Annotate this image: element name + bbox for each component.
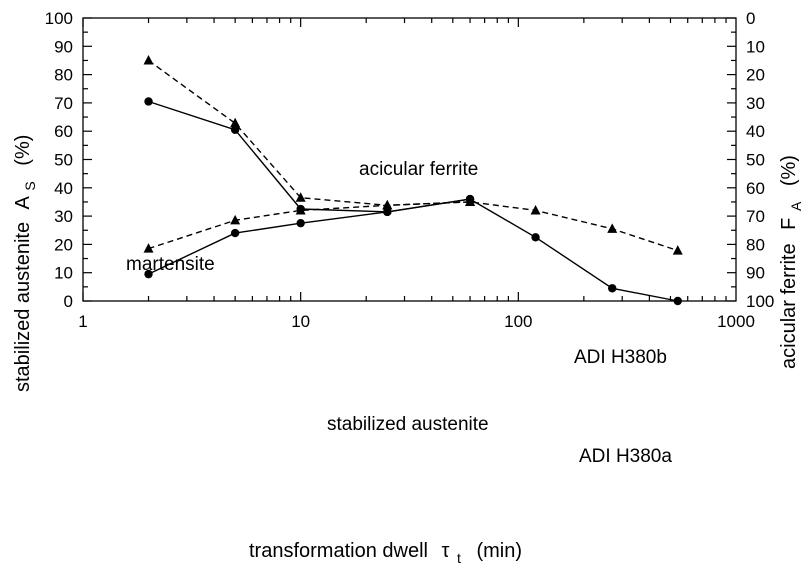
x-tick-label: 100 (504, 312, 532, 331)
series-3 (143, 54, 476, 210)
tick-labels: 0102030405060708090100100908070605040302… (45, 9, 775, 331)
y-axis-unit: (%) (12, 135, 34, 166)
series-line (148, 201, 679, 252)
data-point (382, 199, 393, 210)
y-tick-label: 10 (54, 264, 73, 283)
y-tick-label: 70 (54, 94, 73, 113)
y2-tick-label: 20 (746, 66, 765, 85)
y2-tick-label: 30 (746, 94, 765, 113)
y2-tick-label: 0 (746, 9, 755, 28)
x-axis-symbol: τ (442, 540, 450, 562)
y-tick-label: 0 (64, 292, 73, 311)
x-axis-subscript: t (457, 550, 461, 563)
data-point (608, 284, 617, 293)
data-point (296, 218, 305, 228)
y2-tick-label: 40 (746, 122, 765, 141)
annotation-acicular-ferrite: acicular ferrite (359, 159, 478, 180)
series-0 (144, 194, 682, 306)
x-tick-label: 1 (78, 312, 87, 331)
y-axis-symbol: A (12, 195, 34, 209)
data-point (531, 233, 540, 242)
series-2 (143, 196, 683, 255)
x-axis-label: transformation dwell (249, 540, 428, 562)
y2-tick-label: 90 (746, 264, 765, 283)
y-axis-title: stabilized austenite A S (%) (12, 135, 40, 392)
y2-axis-symbol: F (778, 218, 800, 230)
data-point (672, 245, 683, 255)
y-tick-label: 100 (45, 9, 73, 28)
data-point (230, 228, 240, 238)
data-point (144, 97, 153, 106)
data-point (230, 214, 241, 225)
y-axis-subscript: S (22, 181, 38, 190)
data-point (673, 296, 682, 306)
y2-tick-label: 60 (746, 179, 765, 198)
data-point (383, 207, 392, 217)
y-tick-label: 50 (54, 151, 73, 170)
y2-axis-unit: (%) (778, 155, 800, 186)
series-line (148, 100, 471, 213)
y-tick-label: 20 (54, 235, 73, 254)
data-point (530, 204, 541, 215)
y2-axis-label: acicular ferrite (778, 243, 800, 369)
x-tick-label: 1000 (717, 312, 755, 331)
annotation-martensite: martensite (126, 254, 215, 275)
y-tick-label: 80 (54, 66, 73, 85)
data-point (230, 125, 240, 134)
data-point (144, 269, 153, 279)
annotation-adi-h380a: ADI H380a (579, 446, 672, 467)
y2-tick-label: 100 (746, 292, 774, 311)
y-tick-label: 90 (54, 37, 73, 56)
data-point (465, 196, 476, 206)
series-line (148, 198, 678, 302)
x-axis-title: transformation dwell τ t (min) (249, 540, 522, 563)
data-point (143, 54, 154, 65)
x-axis-unit: (min) (476, 540, 522, 562)
y2-tick-label: 70 (746, 207, 765, 226)
y-axis-label: stabilized austenite (12, 222, 34, 392)
annotation-stabilized-austenite: stabilized austenite (327, 414, 489, 435)
y-tick-label: 40 (54, 179, 73, 198)
y-tick-label: 30 (54, 207, 73, 226)
series-line (148, 59, 471, 207)
y2-axis-subscript: A (788, 201, 804, 211)
x-tick-label: 10 (291, 312, 310, 331)
data-point (230, 117, 241, 128)
y2-tick-label: 50 (746, 151, 765, 170)
y-tick-label: 60 (54, 122, 73, 141)
y2-tick-label: 10 (746, 37, 765, 56)
annotation-adi-h380b: ADI H380b (574, 347, 667, 368)
data-point (607, 223, 618, 233)
series-layer (143, 54, 683, 306)
data-point (295, 192, 306, 202)
ticks (82, 17, 736, 302)
data-point (295, 204, 306, 215)
data-point (143, 243, 154, 253)
y2-axis-title: acicular ferrite F A (%) (778, 155, 806, 369)
y2-tick-label: 80 (746, 235, 765, 254)
